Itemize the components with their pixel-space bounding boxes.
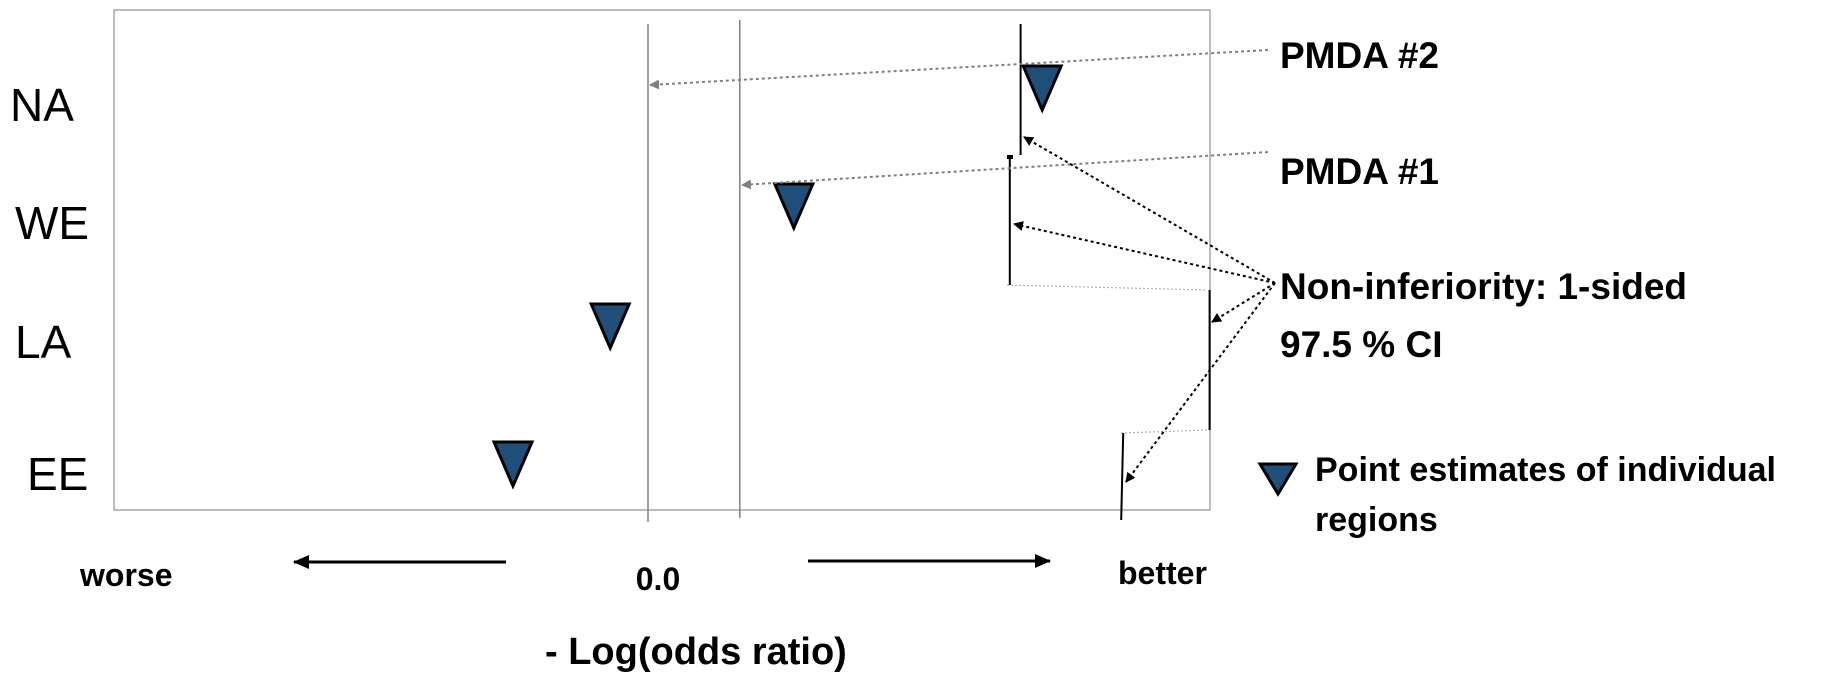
ci-connector-1 [1006,284,1208,291]
legend: Point estimates of individual regions [1257,451,1776,539]
noninferiority-arrow-la [1211,282,1276,323]
noninferiority-arrow-we [1013,221,1276,284]
category-label-na: NA [10,79,74,131]
noninferiority-arrow-na [1023,136,1276,284]
legend-label-line2: regions [1315,501,1438,539]
point-estimate-ee [491,440,535,490]
legend-label-line1: Point estimates of individual [1315,451,1776,489]
category-label-we: WE [15,197,89,249]
category-label-la: LA [15,316,72,368]
noninferiority-arrow-ee [1125,282,1276,483]
legend-marker-icon [1257,462,1299,497]
point-estimate-na [1020,64,1064,114]
pmda2-label: PMDA #2 [1280,35,1439,76]
ci-bound-ee [1120,432,1125,521]
plot-frame [113,9,1211,511]
noninferiority-label-line2: 97.5 % CI [1280,324,1442,365]
category-label-ee: EE [27,448,88,500]
direction-label-worse: worse [79,557,172,593]
pmda2-arrow [649,49,1269,90]
point-estimate-la [588,302,632,352]
noninferiority-label-line1: Non-inferiority: 1-sided [1280,266,1687,307]
pmda1-label: PMDA #1 [1280,151,1439,192]
x-axis-title: - Log(odds ratio) [545,631,847,673]
direction-label-better: better [1118,555,1207,591]
point-estimates [491,64,1064,490]
x-tick-label-0: 0.0 [636,561,680,597]
pmda1-arrow [741,151,1269,190]
point-estimate-we [772,182,816,232]
